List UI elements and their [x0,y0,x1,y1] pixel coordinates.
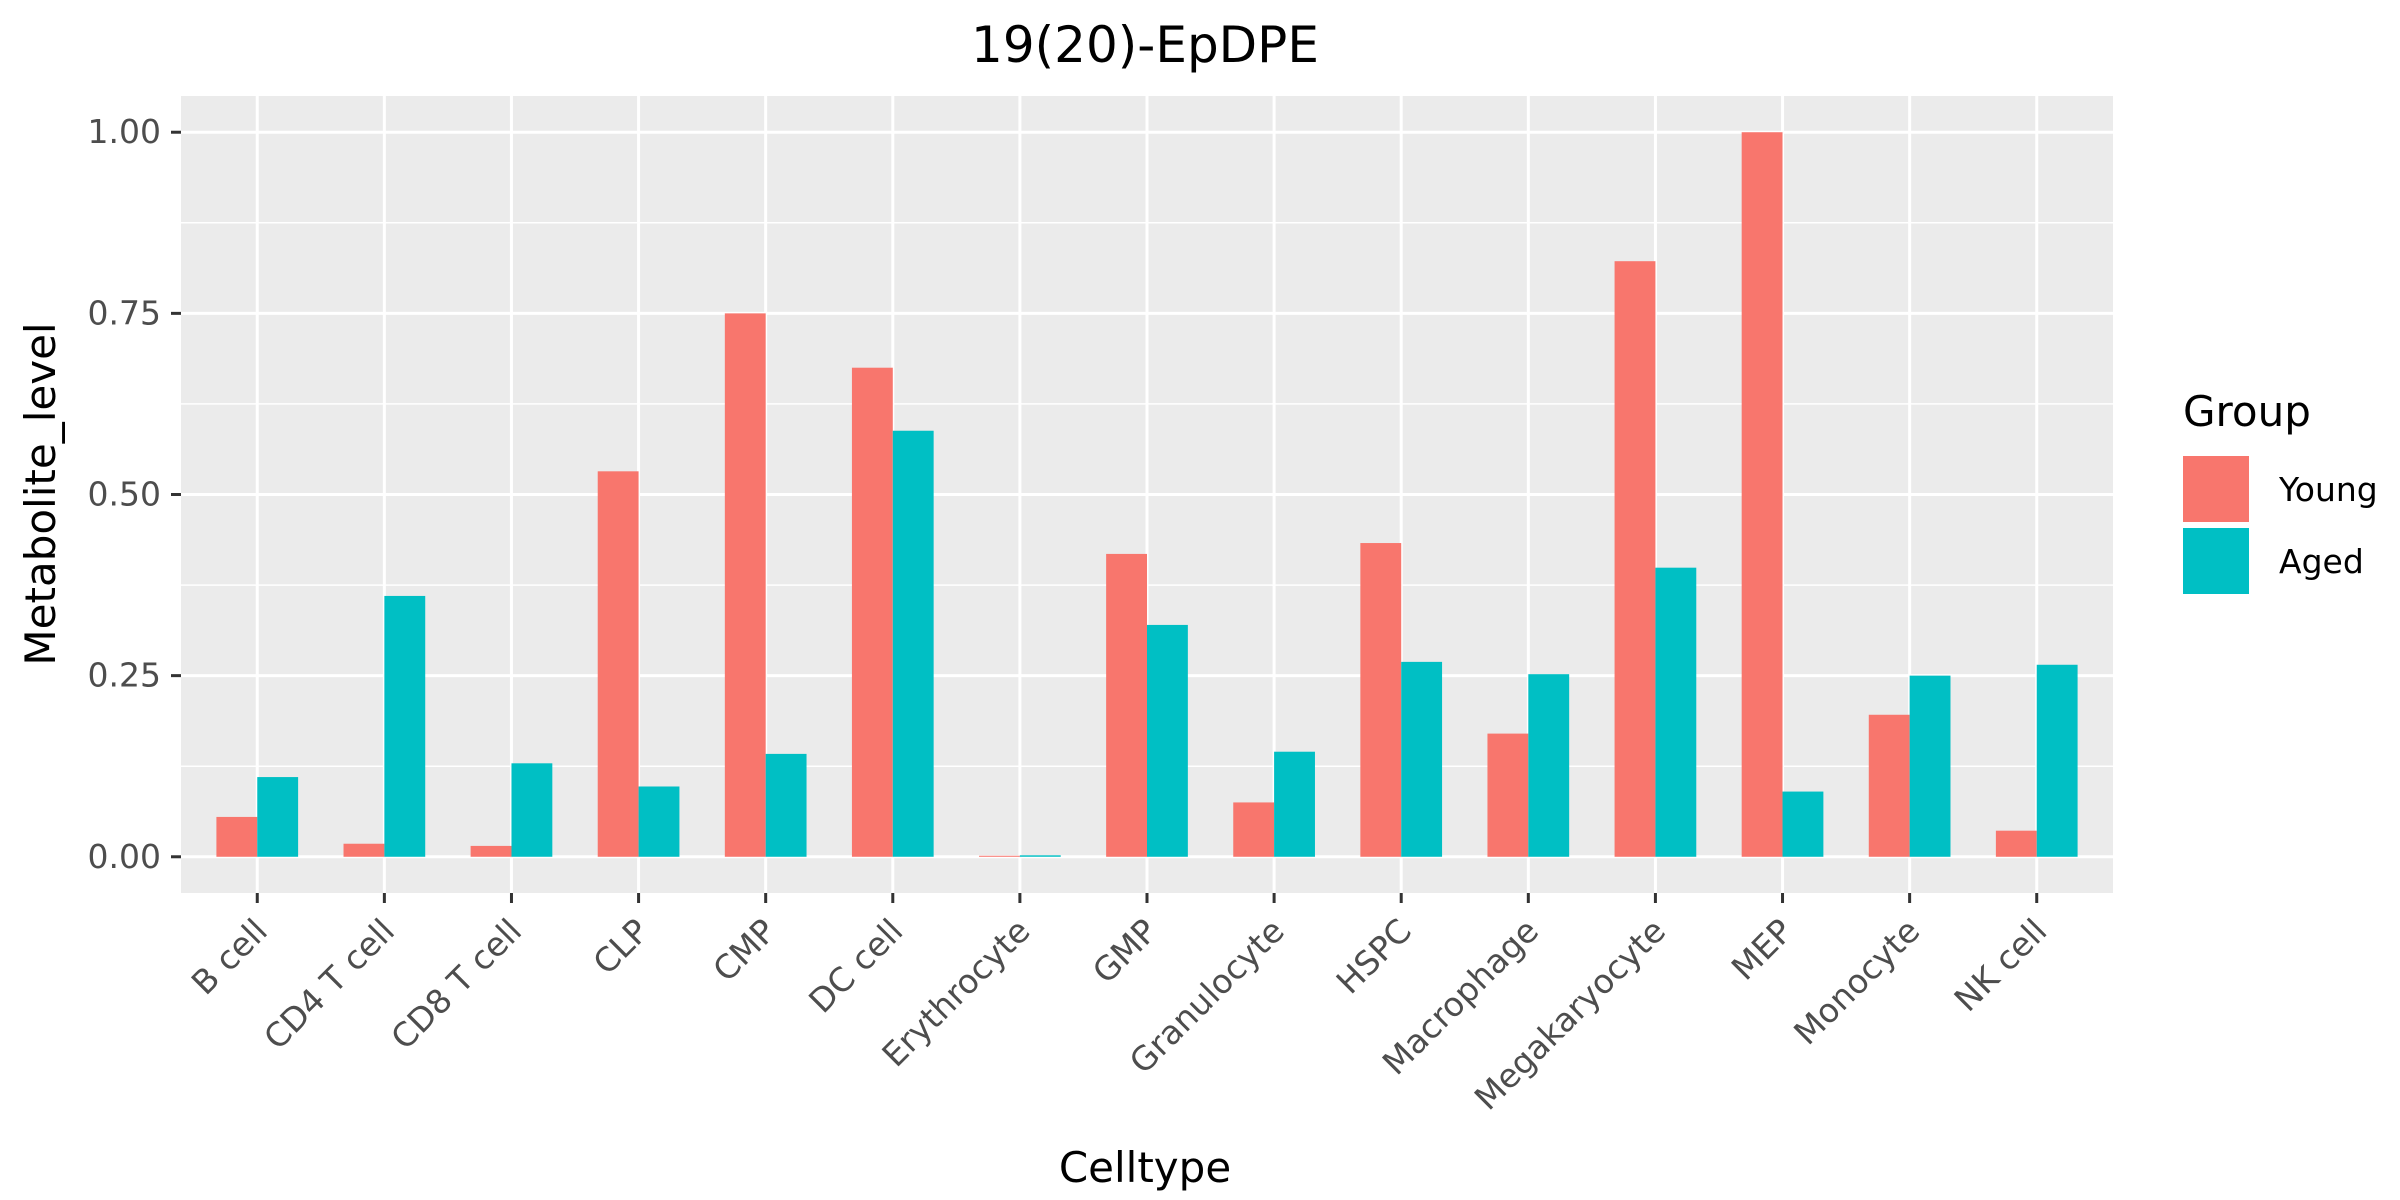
y-tick-label: 0.00 [88,837,161,876]
x-tick-label: GMP [1085,911,1165,991]
bar-aged-4 [638,786,680,857]
bar-young-5 [724,313,766,857]
bar-aged-11 [1528,674,1570,857]
x-tick-label: MEP [1724,911,1801,988]
bar-young-4 [597,471,639,857]
legend-label-aged: Aged [2279,542,2364,581]
bar-aged-10 [1401,661,1443,857]
legend-key-aged [2183,528,2249,594]
bar-young-13 [1741,132,1783,857]
legend-title: Group [2183,387,2311,436]
legend: Group Young Aged [2183,387,2378,594]
legend-label-young: Young [2278,470,2378,509]
bar-young-8 [1106,553,1147,857]
bar-aged-15 [2036,664,2078,857]
bar-aged-1 [257,777,299,857]
x-tick-label: CD8 T cell [383,911,529,1057]
bar-aged-8 [1147,624,1188,857]
bar-aged-6 [892,430,934,857]
bar-young-15 [1995,830,2037,857]
bar-aged-12 [1655,567,1697,857]
bar-aged-5 [765,753,807,857]
bar-young-11 [1487,733,1529,857]
bar-young-9 [1233,802,1275,857]
bar-aged-3 [511,763,553,857]
x-tick-label: CLP [585,911,656,982]
bar-young-7 [979,855,1020,857]
bar-young-14 [1868,714,1910,857]
y-tick-label: 0.50 [88,475,161,514]
y-tick-label: 0.25 [88,656,161,695]
y-tick-label: 0.75 [88,293,161,332]
bar-young-3 [470,845,512,857]
y-axis: 0.00 0.25 0.50 0.75 1.00 [88,112,181,876]
bar-aged-13 [1782,791,1824,857]
x-tick-label: DC cell [801,911,910,1020]
bar-young-10 [1360,543,1402,857]
bar-young-6 [851,367,893,857]
bar-aged-2 [384,595,426,857]
bar-aged-7 [1019,855,1061,857]
bar-aged-9 [1274,751,1315,857]
x-tick-label: Monocyte [1786,911,1927,1052]
bar-young-12 [1614,261,1656,857]
bar-young-2 [343,843,385,857]
x-tick-label: NK cell [1946,911,2054,1019]
y-tick-label: 1.00 [88,112,161,151]
x-tick-label: CD4 T cell [256,911,402,1057]
legend-key-young [2183,456,2249,522]
legend-items: Young Aged [2183,456,2378,594]
bar-young-1 [216,816,258,857]
bars [216,132,2078,857]
x-tick-label: HSPC [1329,911,1419,1001]
y-axis-title: Metabolite_level [16,322,65,665]
x-tick-label: CMP [705,911,783,989]
bar-aged-14 [1909,675,1951,857]
x-axis-title: Celltype [1059,1143,1231,1192]
chart-title: 19(20)-EpDPE [971,16,1319,74]
x-tick-label: B cell [184,911,275,1002]
